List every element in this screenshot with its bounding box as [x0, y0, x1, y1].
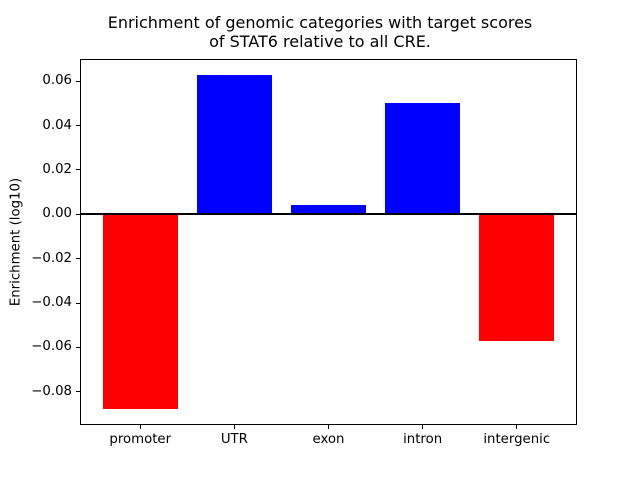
y-tick-mark — [76, 169, 80, 171]
bar-promoter — [102, 214, 178, 410]
x-tick-mark — [139, 425, 141, 429]
x-tick-mark — [233, 425, 235, 429]
x-tick-label-intron: intron — [403, 432, 443, 447]
x-tick-mark — [516, 425, 518, 429]
x-tick-label-promoter: promoter — [109, 432, 172, 447]
bar-UTR — [196, 74, 273, 215]
y-tick-mark — [76, 80, 80, 82]
x-tick-label-intergenic: intergenic — [483, 432, 551, 447]
y-tick-mark — [76, 213, 80, 215]
plot-area — [80, 59, 577, 425]
y-tick-label: −0.06 — [31, 339, 72, 355]
y-tick-label: −0.02 — [31, 250, 72, 266]
bar-intergenic — [479, 214, 555, 341]
y-tick-label: 0.04 — [42, 117, 72, 133]
x-tick-mark — [328, 425, 329, 429]
y-axis-label: Enrichment (log10) — [8, 177, 24, 307]
y-tick-mark — [76, 302, 80, 304]
y-tick-mark — [76, 125, 80, 127]
y-tick-label: 0.02 — [42, 161, 72, 177]
x-tick-label-exon: exon — [312, 432, 345, 447]
y-tick-label: −0.08 — [31, 383, 72, 399]
y-tick-mark — [76, 391, 80, 393]
y-tick-mark — [76, 258, 80, 260]
zero-line — [80, 213, 577, 216]
y-tick-label: 0.00 — [42, 206, 72, 222]
bar-exon — [290, 205, 367, 215]
x-tick-label-UTR: UTR — [220, 432, 248, 447]
bar-intron — [384, 103, 461, 215]
y-tick-mark — [76, 346, 80, 348]
x-tick-mark — [422, 425, 424, 429]
chart-title: Enrichment of genomic categories with ta… — [107, 13, 533, 51]
y-tick-label: 0.06 — [42, 73, 72, 89]
y-tick-label: −0.04 — [31, 295, 72, 310]
